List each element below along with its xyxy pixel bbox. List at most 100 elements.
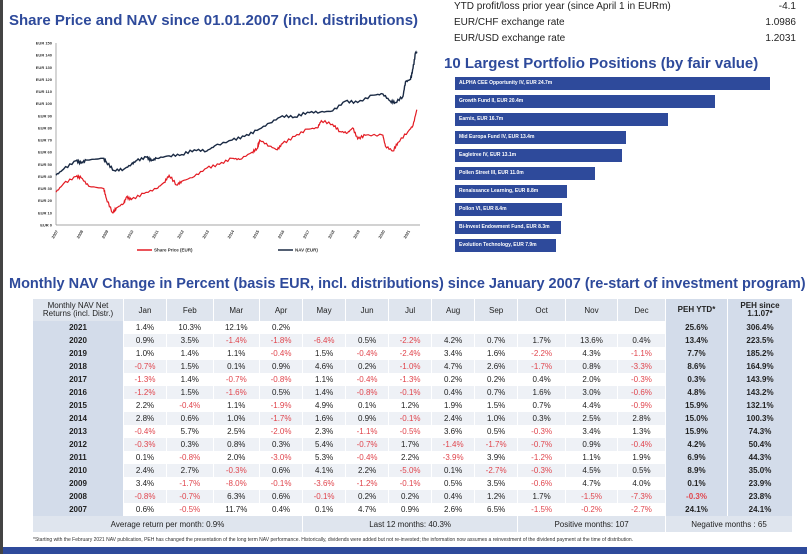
cell: -0.4%	[617, 438, 667, 451]
cell: -0.1%	[259, 477, 304, 490]
cell: -1.5%	[565, 490, 618, 503]
cell: 0.7%	[474, 386, 519, 399]
cell: 4.1%	[302, 464, 347, 477]
row-year: 2007	[33, 503, 124, 516]
cell: -0.1%	[302, 490, 347, 503]
cell: 2.2%	[345, 464, 390, 477]
cell: 4.7%	[431, 360, 476, 373]
table-row: 2007 0.6% -0.5% 11.7% 0.4% 0.1% 4.7% 0.9% 2.6% 6.…	[33, 503, 793, 516]
cell: -0.6%	[517, 477, 567, 490]
cell: 143.2%	[727, 386, 793, 399]
cell: 0.2%	[259, 321, 304, 334]
cell: 15.9%	[665, 425, 728, 438]
cell: 1.6%	[517, 386, 567, 399]
column-header: Mar	[213, 299, 261, 321]
cell: -0.7%	[213, 373, 261, 386]
cell: 0.1%	[431, 464, 476, 477]
cell: -3.0%	[259, 451, 304, 464]
y-tick-label: EUR 80	[38, 125, 53, 130]
table-row: 2021 1.4% 10.3% 12.1% 0.2% 25.6% 306.4%	[33, 321, 793, 334]
info-row: EUR/USD exchange rate 1.2031	[454, 33, 796, 44]
cell: 1.4%	[166, 347, 214, 360]
cell: 1.1%	[213, 399, 261, 412]
table-row: 2014 2.8% 0.6% 1.0% -1.7% 1.6% 0.9% -0.1% 2.4% 1.…	[33, 412, 793, 425]
cell: -1.7%	[259, 412, 304, 425]
cell: 4.0%	[617, 477, 667, 490]
info-value: -4.1	[778, 1, 796, 12]
x-tick-label: 2021	[402, 228, 411, 239]
info-label: EUR/CHF exchange rate	[454, 17, 565, 28]
cell: -1.5%	[517, 503, 567, 516]
cell: -1.4%	[431, 438, 476, 451]
cell: 0.1%	[302, 503, 347, 516]
cell: -3.6%	[302, 477, 347, 490]
y-tick-label: EUR 0	[40, 223, 53, 228]
cell: 3.4%	[431, 347, 476, 360]
cell: 1.5%	[166, 386, 214, 399]
cell: -0.2%	[565, 503, 618, 516]
cell: 6.5%	[474, 503, 519, 516]
table-row: 2012 -0.3% 0.3% 0.8% 0.3% 5.4% -0.7% 1.7% -1.4% -…	[33, 438, 793, 451]
row-year: 2012	[33, 438, 124, 451]
cell: -8.0%	[213, 477, 261, 490]
column-header: Dec	[617, 299, 667, 321]
cell: 0.7%	[517, 399, 567, 412]
cell: 4.4%	[565, 399, 618, 412]
row-year: 2015	[33, 399, 124, 412]
cell: 2.2%	[123, 399, 168, 412]
cell: 50.4%	[727, 438, 793, 451]
cell: 0.5%	[259, 386, 304, 399]
cell: -3.3%	[617, 360, 667, 373]
avg-return: Average return per month: 0.9%	[33, 516, 304, 532]
y-tick-label: EUR 50	[38, 162, 53, 167]
cell: 0.2%	[345, 490, 390, 503]
cell: 0.5%	[431, 477, 476, 490]
cell: 1.2%	[388, 399, 433, 412]
x-tick-label: 2017	[302, 228, 311, 239]
cell: 1.9%	[431, 399, 476, 412]
table-row: 2018 -0.7% 1.5% 0.1% 0.9% 4.6% 0.2% -1.0% 4.7% 2.…	[33, 360, 793, 373]
cell: -0.4%	[259, 347, 304, 360]
cell: -0.4%	[123, 425, 168, 438]
row-year: 2020	[33, 334, 124, 347]
cell: -7.3%	[617, 490, 667, 503]
cell: -0.3%	[617, 373, 667, 386]
x-tick-label: 2008	[75, 228, 84, 239]
cell: -1.0%	[388, 360, 433, 373]
cell	[302, 321, 347, 334]
cell: 4.2%	[665, 438, 728, 451]
info-value: 1.2031	[765, 33, 796, 44]
cell: 0.1%	[665, 477, 728, 490]
table-header: Monthly NAV Net Returns (incl. Distr.) Ja…	[33, 299, 793, 321]
cell: -0.4%	[345, 373, 390, 386]
y-tick-label: EUR 110	[36, 89, 53, 94]
cell: 15.9%	[665, 399, 728, 412]
x-tick-label: 2015	[251, 228, 260, 239]
cell: 3.9%	[474, 451, 519, 464]
position-bar: ALPHA CEE Opportunity IV, EUR 24.7m	[455, 77, 770, 90]
cell: 0.4%	[431, 386, 476, 399]
cell: 2.4%	[123, 464, 168, 477]
cell: 24.1%	[727, 503, 793, 516]
cell: 4.5%	[565, 464, 618, 477]
cell: -1.6%	[213, 386, 261, 399]
cell: -0.1%	[388, 477, 433, 490]
cell: 44.3%	[727, 451, 793, 464]
cell: 1.1%	[213, 347, 261, 360]
cell: -2.2%	[388, 334, 433, 347]
cell: -0.7%	[166, 490, 214, 503]
cell: 0.9%	[565, 438, 618, 451]
cell: 6.3%	[213, 490, 261, 503]
cell: -2.2%	[517, 347, 567, 360]
cell: 0.4%	[431, 490, 476, 503]
table-row: 2013 -0.4% 5.7% 2.5% -2.0% 2.3% -1.1% -0.5% 3.6%…	[33, 425, 793, 438]
column-header: Oct	[517, 299, 567, 321]
cell: 3.5%	[474, 477, 519, 490]
legend-label: Share Price (EUR)	[154, 248, 193, 253]
table-row: 2011 0.1% -0.8% 2.0% -3.0% 5.3% -0.4% 2.2% -3.9%…	[33, 451, 793, 464]
cell: 0.5%	[617, 464, 667, 477]
negative-months: Negative months : 65	[665, 516, 793, 532]
cell: 10.3%	[166, 321, 214, 334]
cell: 0.2%	[388, 490, 433, 503]
column-header: Monthly NAV Net Returns (incl. Distr.)	[33, 299, 124, 321]
